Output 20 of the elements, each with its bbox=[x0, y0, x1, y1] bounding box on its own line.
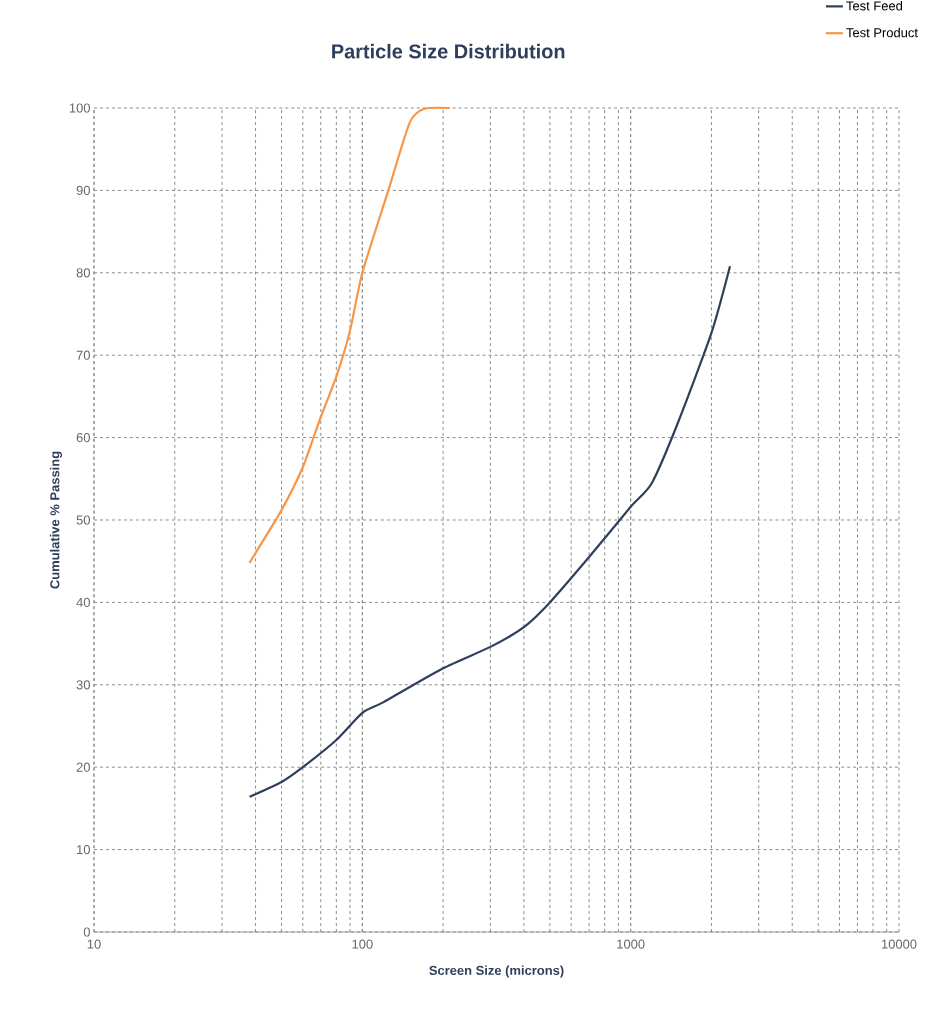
y-tick-label: 40 bbox=[76, 597, 90, 607]
y-tick-label: 30 bbox=[76, 680, 90, 690]
legend-label: Test Feed bbox=[846, 0, 903, 11]
x-tick-label: 10000 bbox=[881, 939, 917, 949]
x-tick-label: 1000 bbox=[617, 939, 645, 949]
x-tick-label: 10 bbox=[87, 939, 101, 949]
y-tick-label: 80 bbox=[76, 268, 90, 278]
y-tick-label: 0 bbox=[83, 927, 90, 937]
y-tick-label: 10 bbox=[77, 845, 90, 855]
y-tick-label: 90 bbox=[76, 185, 90, 195]
y-tick-label: 100 bbox=[69, 103, 90, 113]
chart-title: Particle Size Distribution bbox=[332, 43, 565, 59]
y-axis-title: Cumulative % Passing bbox=[49, 451, 63, 589]
y-tick-label: 20 bbox=[76, 762, 90, 772]
y-tick-label: 70 bbox=[76, 350, 90, 360]
y-tick-label: 50 bbox=[76, 515, 90, 525]
y-tick-label: 60 bbox=[76, 433, 90, 443]
x-axis-title: Screen Size (microns) bbox=[429, 965, 564, 978]
x-tick-label: 100 bbox=[352, 939, 373, 949]
legend-label: Test Product bbox=[846, 27, 918, 38]
